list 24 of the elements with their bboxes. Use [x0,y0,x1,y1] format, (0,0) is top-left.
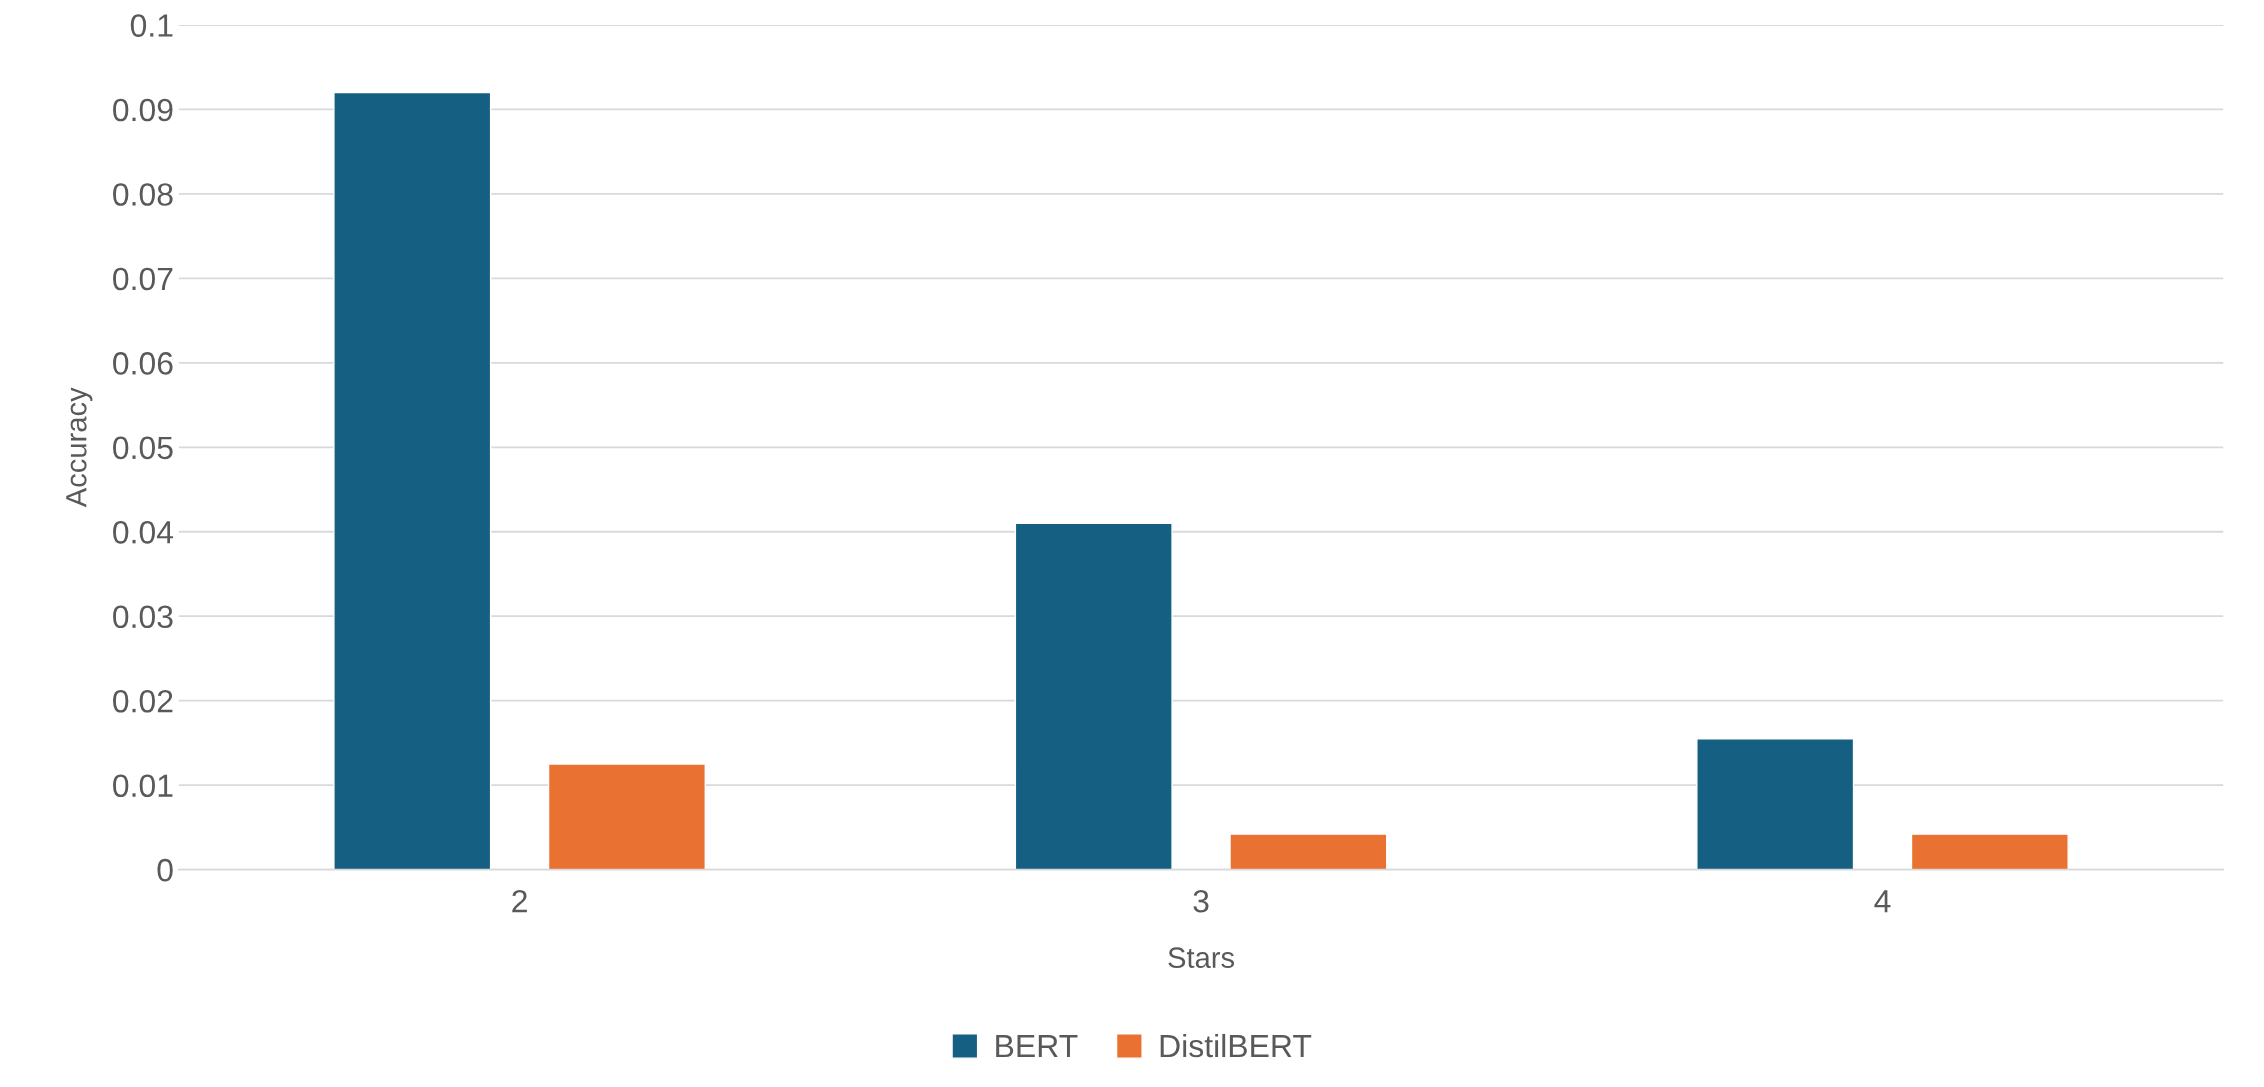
y-tick-label: 0.03 [113,605,173,629]
bar [1696,737,1855,870]
legend-label: BERT [996,1035,1078,1058]
bar [1910,833,2069,870]
y-tick-label: 0.06 [113,352,173,375]
x-tick-label: 3 [1193,889,1209,913]
y-tick-label: 0.09 [113,98,173,122]
y-tick-label: 0.04 [113,521,174,544]
y-tick-label: 0.07 [113,267,173,291]
x-tick-label: 4 [1874,890,1891,913]
legend-label: DistilBERT [1160,1033,1312,1058]
y-tick-label: 0.05 [113,436,173,460]
y-tick-label: 0.01 [113,774,173,798]
x-axis-title: Stars [1168,947,1235,969]
x-tick-label: 2 [512,889,527,913]
bar [333,91,492,870]
y-tick-label: 0.08 [113,183,173,206]
bar [1014,522,1173,870]
y-tick-label: 0 [157,858,173,882]
bar [547,763,706,870]
y-tick-label: 0.1 [130,14,173,37]
y-tick-label: 0.02 [113,689,173,713]
y-axis-title: Accuracy [66,387,93,508]
bar [1229,833,1388,870]
